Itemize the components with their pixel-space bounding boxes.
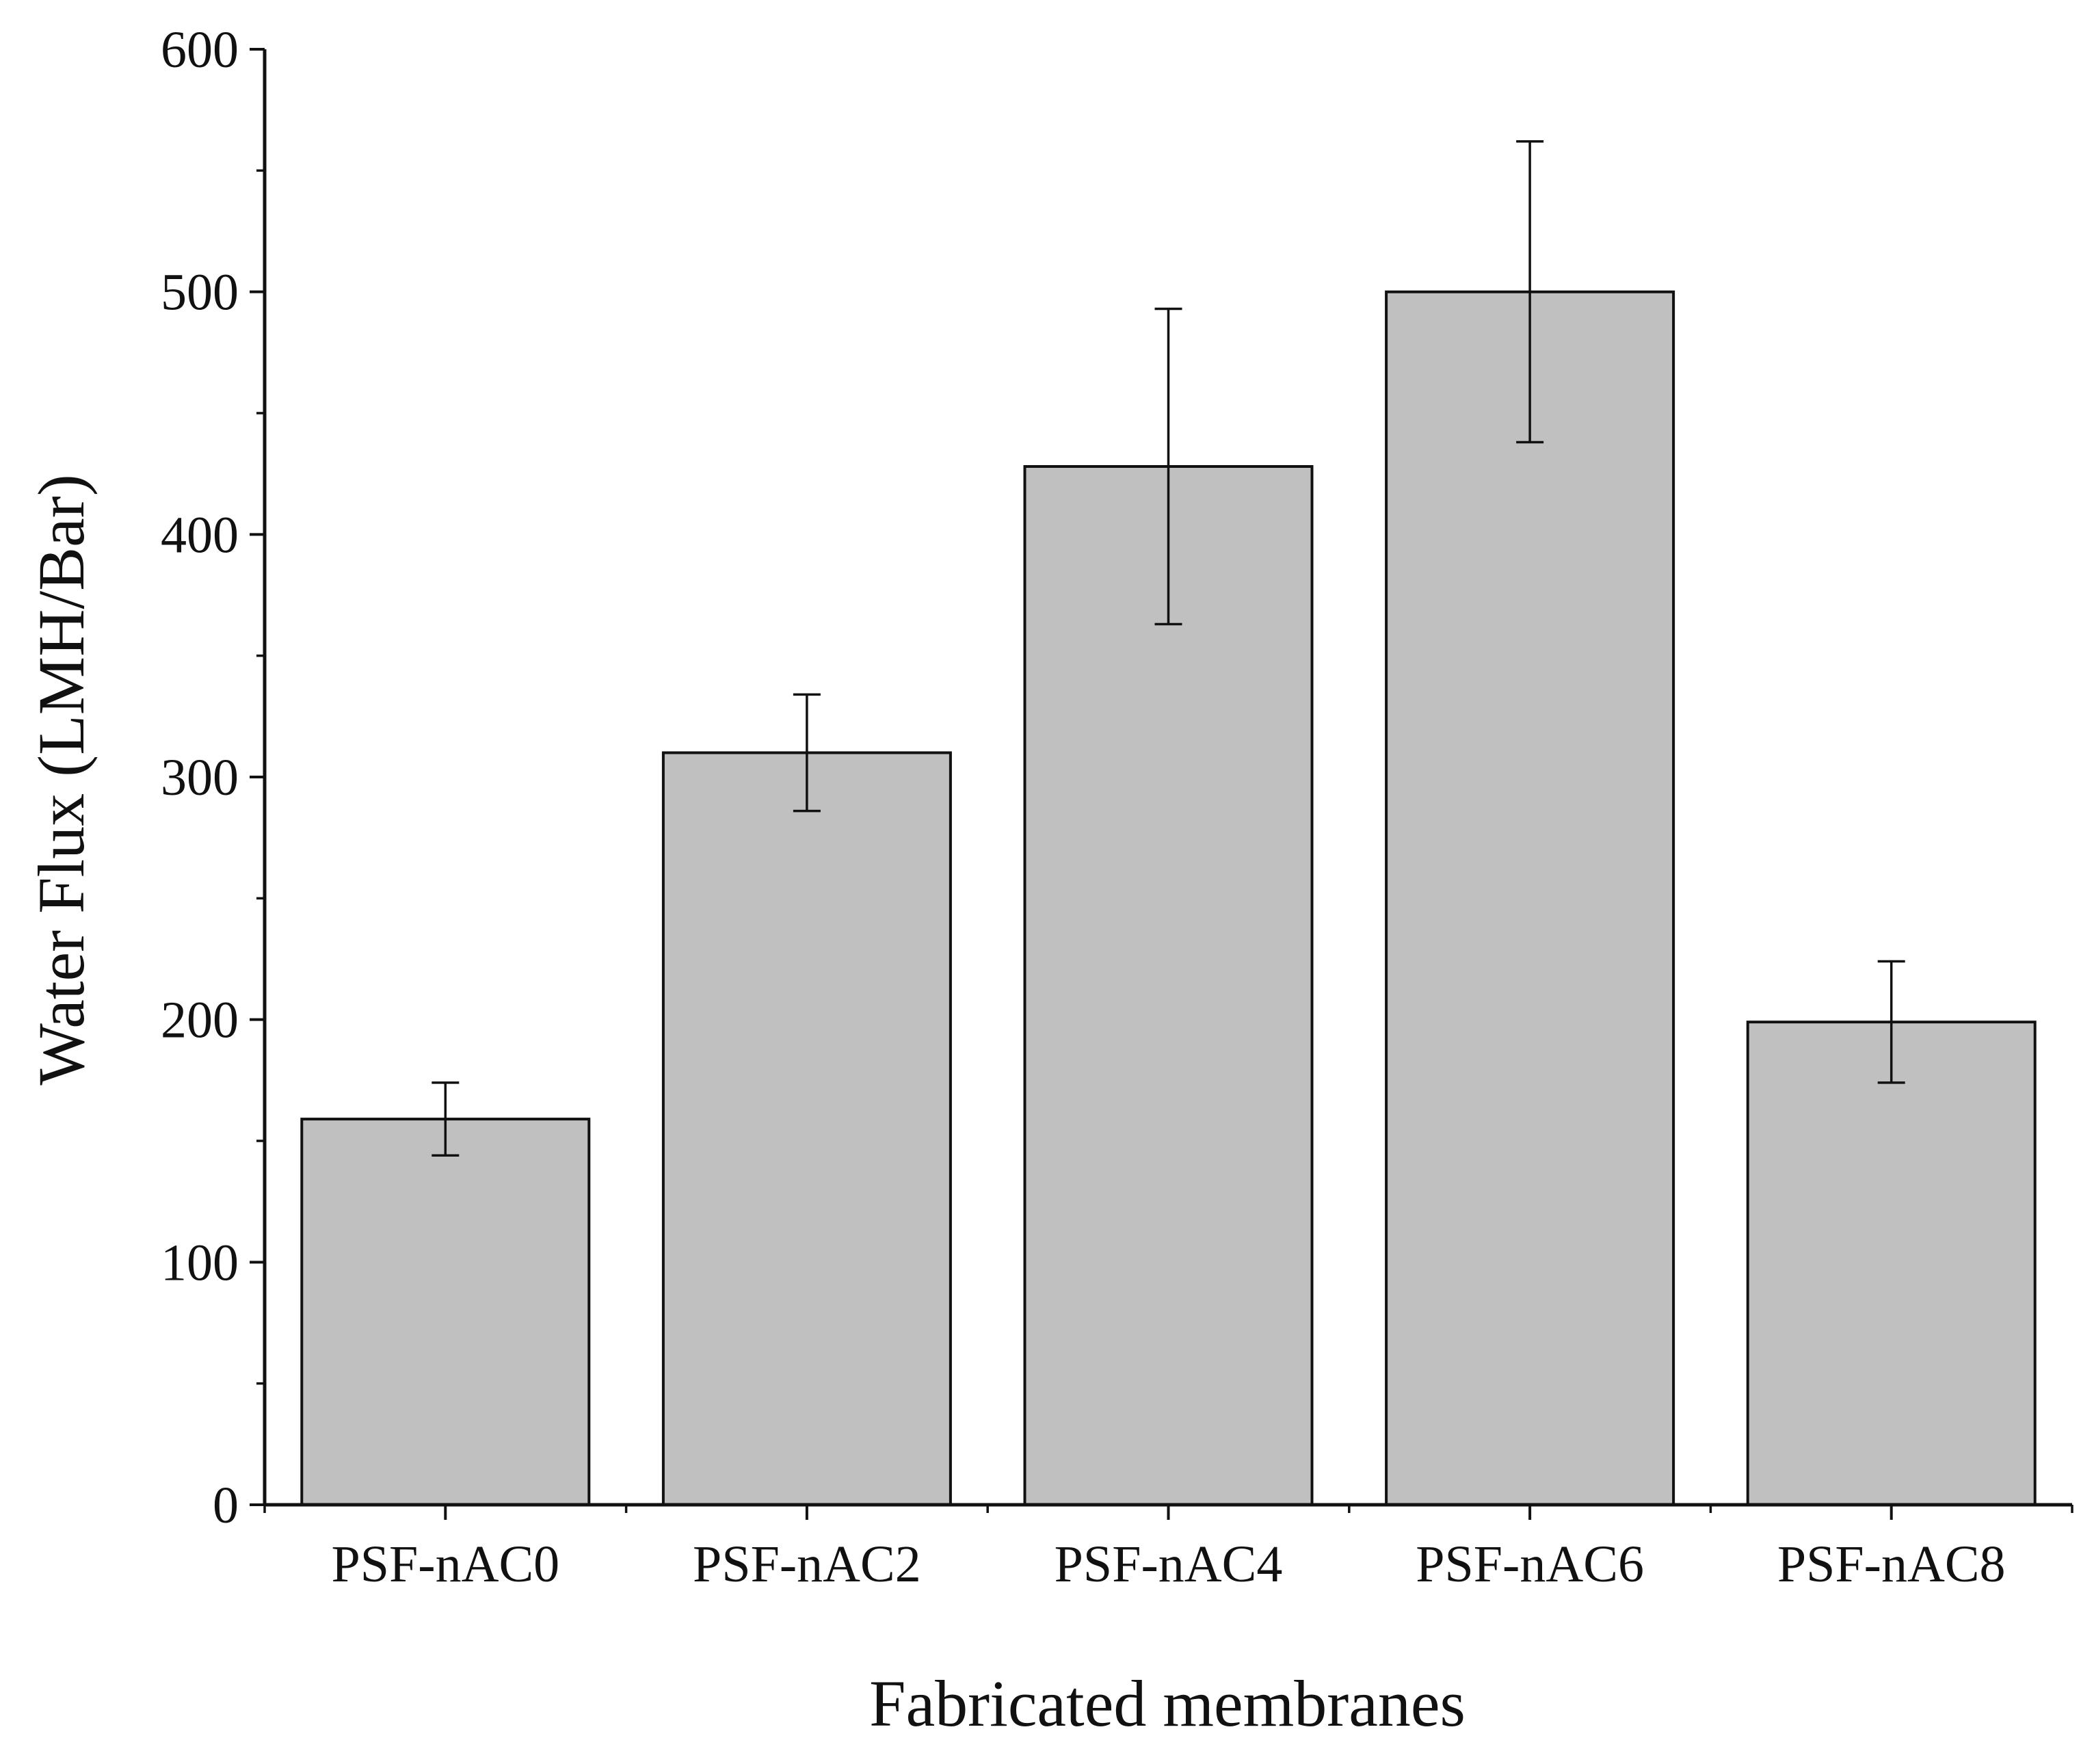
y-tick-label: 100 xyxy=(161,1234,239,1291)
error-bar-psf-nac6 xyxy=(1516,140,1544,444)
error-bars-layer xyxy=(432,140,1905,1157)
bar-psf-nac2 xyxy=(661,751,952,1506)
x-tick-label-psf-nac0: PSF-nAC0 xyxy=(331,1536,559,1593)
y-tick-label: 400 xyxy=(161,506,239,564)
x-tick-label-psf-nac2: PSF-nAC2 xyxy=(693,1536,921,1593)
bar-psf-nac6 xyxy=(1385,290,1675,1507)
y-tick-label: 0 xyxy=(213,1477,239,1534)
tick-labels-layer: 0 100 200 300 400 500 600 PSF-nAC0 PSF-nAC2 PSF-n… xyxy=(161,21,2006,1593)
x-axis-title: Fabricated membranes xyxy=(869,1667,1466,1740)
axes-layer xyxy=(250,48,2073,1520)
x-tick-label-psf-nac4: PSF-nAC4 xyxy=(1055,1536,1283,1593)
y-tick-label: 500 xyxy=(161,264,239,321)
y-tick-label: 200 xyxy=(161,992,239,1049)
x-tick-label-psf-nac6: PSF-nAC6 xyxy=(1416,1536,1644,1593)
y-tick-label: 300 xyxy=(161,749,239,806)
bar-psf-nac8 xyxy=(1746,1021,2037,1506)
x-tick-label-psf-nac8: PSF-nAC8 xyxy=(1777,1536,2006,1593)
bar-psf-nac0 xyxy=(300,1118,591,1506)
error-bar-psf-nac4 xyxy=(1154,307,1182,626)
y-tick-label: 600 xyxy=(161,21,239,79)
error-bar-psf-nac2 xyxy=(793,693,821,813)
error-bar-psf-nac8 xyxy=(1877,960,1905,1084)
error-bar-psf-nac0 xyxy=(432,1081,460,1157)
y-axis-title: Water Flux (LMH/Bar) xyxy=(25,474,98,1085)
